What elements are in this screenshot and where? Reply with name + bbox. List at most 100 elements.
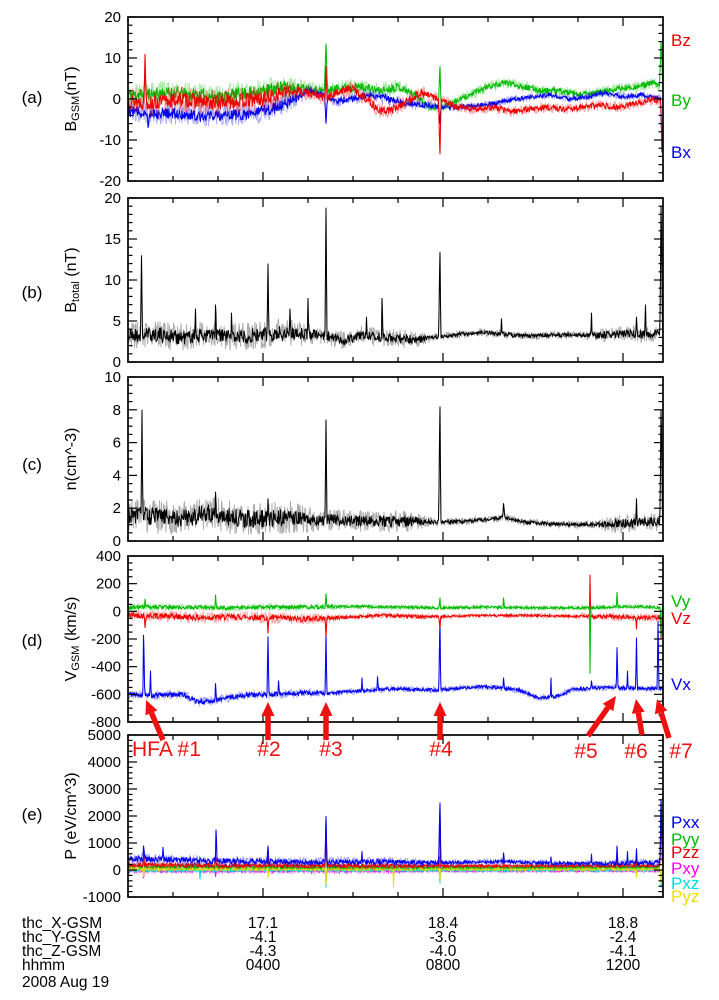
ytick-label-b: 0 (113, 354, 121, 371)
series-n-line (128, 406, 663, 529)
event-arrow-5 (585, 705, 611, 738)
bottom-row-label: thc_Y-GSM (22, 929, 101, 946)
bottom-row-value: 0800 (426, 957, 461, 974)
bottom-row-value: 0400 (246, 957, 281, 974)
panel-letter-d: (d) (22, 631, 43, 650)
series-vy-halo (128, 591, 663, 674)
bottom-row-value: 17.1 (248, 915, 278, 932)
bottom-row-value: -4.0 (430, 943, 457, 960)
ytick-label-c: 8 (113, 402, 121, 419)
ytick-label-b: 20 (104, 190, 121, 207)
ytick-label-c: 2 (113, 500, 121, 517)
series-label-bx: Bx (671, 143, 691, 162)
series-label-pxy: Pxy (671, 859, 700, 878)
bottom-row-label: thc_X-GSM (22, 915, 102, 932)
series-bx-line (128, 87, 663, 153)
series-label-vz: Vz (671, 609, 691, 628)
series-label-by: By (671, 91, 691, 110)
panel-letter-c: (c) (22, 455, 42, 474)
ytick-label-e: 3000 (88, 781, 121, 798)
ytick-label-d: -600 (91, 686, 121, 703)
ytick-label-e: -1000 (83, 889, 121, 906)
event-arrowhead-4 (433, 702, 447, 716)
ytick-label-d: -800 (91, 714, 121, 731)
ylabel-a: BGSM(nT) (63, 66, 82, 131)
series-label-pyy: Pyy (671, 830, 700, 849)
ytick-label-a: -10 (99, 132, 121, 149)
ytick-label-a: -20 (99, 173, 121, 190)
event-label-7: #7 (669, 740, 692, 763)
panel-d-box (127, 555, 664, 723)
series-btotal-line (128, 206, 663, 346)
event-label-6: #6 (624, 740, 647, 763)
series-label-vx: Vx (671, 675, 691, 694)
bottom-row-value: -4.3 (250, 943, 277, 960)
series-vx-halo (128, 620, 663, 707)
bottom-row-label: hhmm (22, 957, 65, 974)
series-label-pxx: Pxx (671, 813, 700, 832)
ytick-label-b: 15 (104, 231, 121, 248)
bottom-row-value: -4.1 (250, 929, 277, 946)
event-arrowhead-5 (602, 696, 616, 712)
ytick-label-d: -200 (91, 631, 121, 648)
ytick-label-e: 2000 (88, 808, 121, 825)
bottom-row-value: 18.4 (428, 915, 459, 932)
event-arrowhead-2 (261, 702, 275, 716)
ytick-label-e: 0 (113, 862, 121, 879)
ytick-label-c: 4 (113, 467, 121, 484)
event-arrowhead-1 (145, 700, 158, 716)
series-btotal-halo (128, 206, 663, 351)
event-label-2: #2 (257, 738, 280, 761)
series-vz-line (128, 574, 663, 640)
bottom-row-value: -4.1 (610, 943, 637, 960)
series-label-pzz: Pzz (671, 843, 699, 862)
panel-b-series (128, 206, 663, 351)
panel-a-series (128, 41, 663, 155)
event-arrow-1 (148, 711, 166, 742)
series-pzz-line (128, 815, 663, 870)
bottom-row-label: thc_Z-GSM (22, 943, 101, 960)
ylabel-e: P (eV/cm^3) (63, 772, 80, 859)
ytick-label-d: 200 (96, 576, 121, 593)
ytick-label-c: 10 (104, 369, 121, 386)
series-label-pyz: Pyz (671, 887, 699, 906)
event-arrow-7 (658, 711, 672, 739)
ylabel-d: VGSM (km/s) (63, 597, 82, 682)
ytick-label-a: 0 (113, 91, 121, 108)
series-label-vy: Vy (671, 592, 691, 611)
event-arrowhead-6 (631, 699, 645, 714)
panel-c-series (128, 406, 663, 536)
ytick-label-c: 6 (113, 435, 121, 452)
ytick-label-e: 5000 (88, 727, 121, 744)
series-pxz-line (128, 866, 663, 888)
ytick-label-d: 400 (96, 548, 121, 565)
bottom-row-value: 1200 (606, 957, 641, 974)
ytick-label-d: -400 (91, 659, 121, 676)
bottom-row-value: -2.4 (610, 929, 637, 946)
event-label-5: #5 (574, 740, 597, 763)
panel-letter-b: (b) (22, 283, 43, 302)
series-vy-line (128, 591, 663, 674)
ytick-label-a: 10 (104, 50, 121, 67)
ylabel-b: Btotal (nT) (63, 247, 82, 312)
series-bz-halo (128, 53, 663, 155)
ytick-label-b: 10 (104, 272, 121, 289)
ytick-label-e: 1000 (88, 835, 121, 852)
ytick-label-c: 0 (113, 533, 121, 550)
ytick-label-a: 20 (104, 9, 121, 26)
panel-letter-e: (e) (22, 805, 43, 824)
event-label-4: #4 (429, 738, 453, 761)
series-n-halo (128, 406, 663, 536)
ylabel-c: n(cm^-3) (63, 428, 80, 491)
bottom-row-label: 2008 Aug 19 (22, 974, 109, 991)
event-arrow-6 (635, 712, 645, 736)
series-bz-line (128, 53, 663, 155)
ytick-label-e: 4000 (88, 754, 121, 771)
event-label-3: #3 (319, 738, 342, 761)
series-pxx-halo (128, 799, 663, 869)
event-arrowhead-3 (319, 702, 333, 716)
series-label-bz: Bz (671, 31, 691, 50)
series-label-pxz: Pxz (671, 874, 699, 893)
